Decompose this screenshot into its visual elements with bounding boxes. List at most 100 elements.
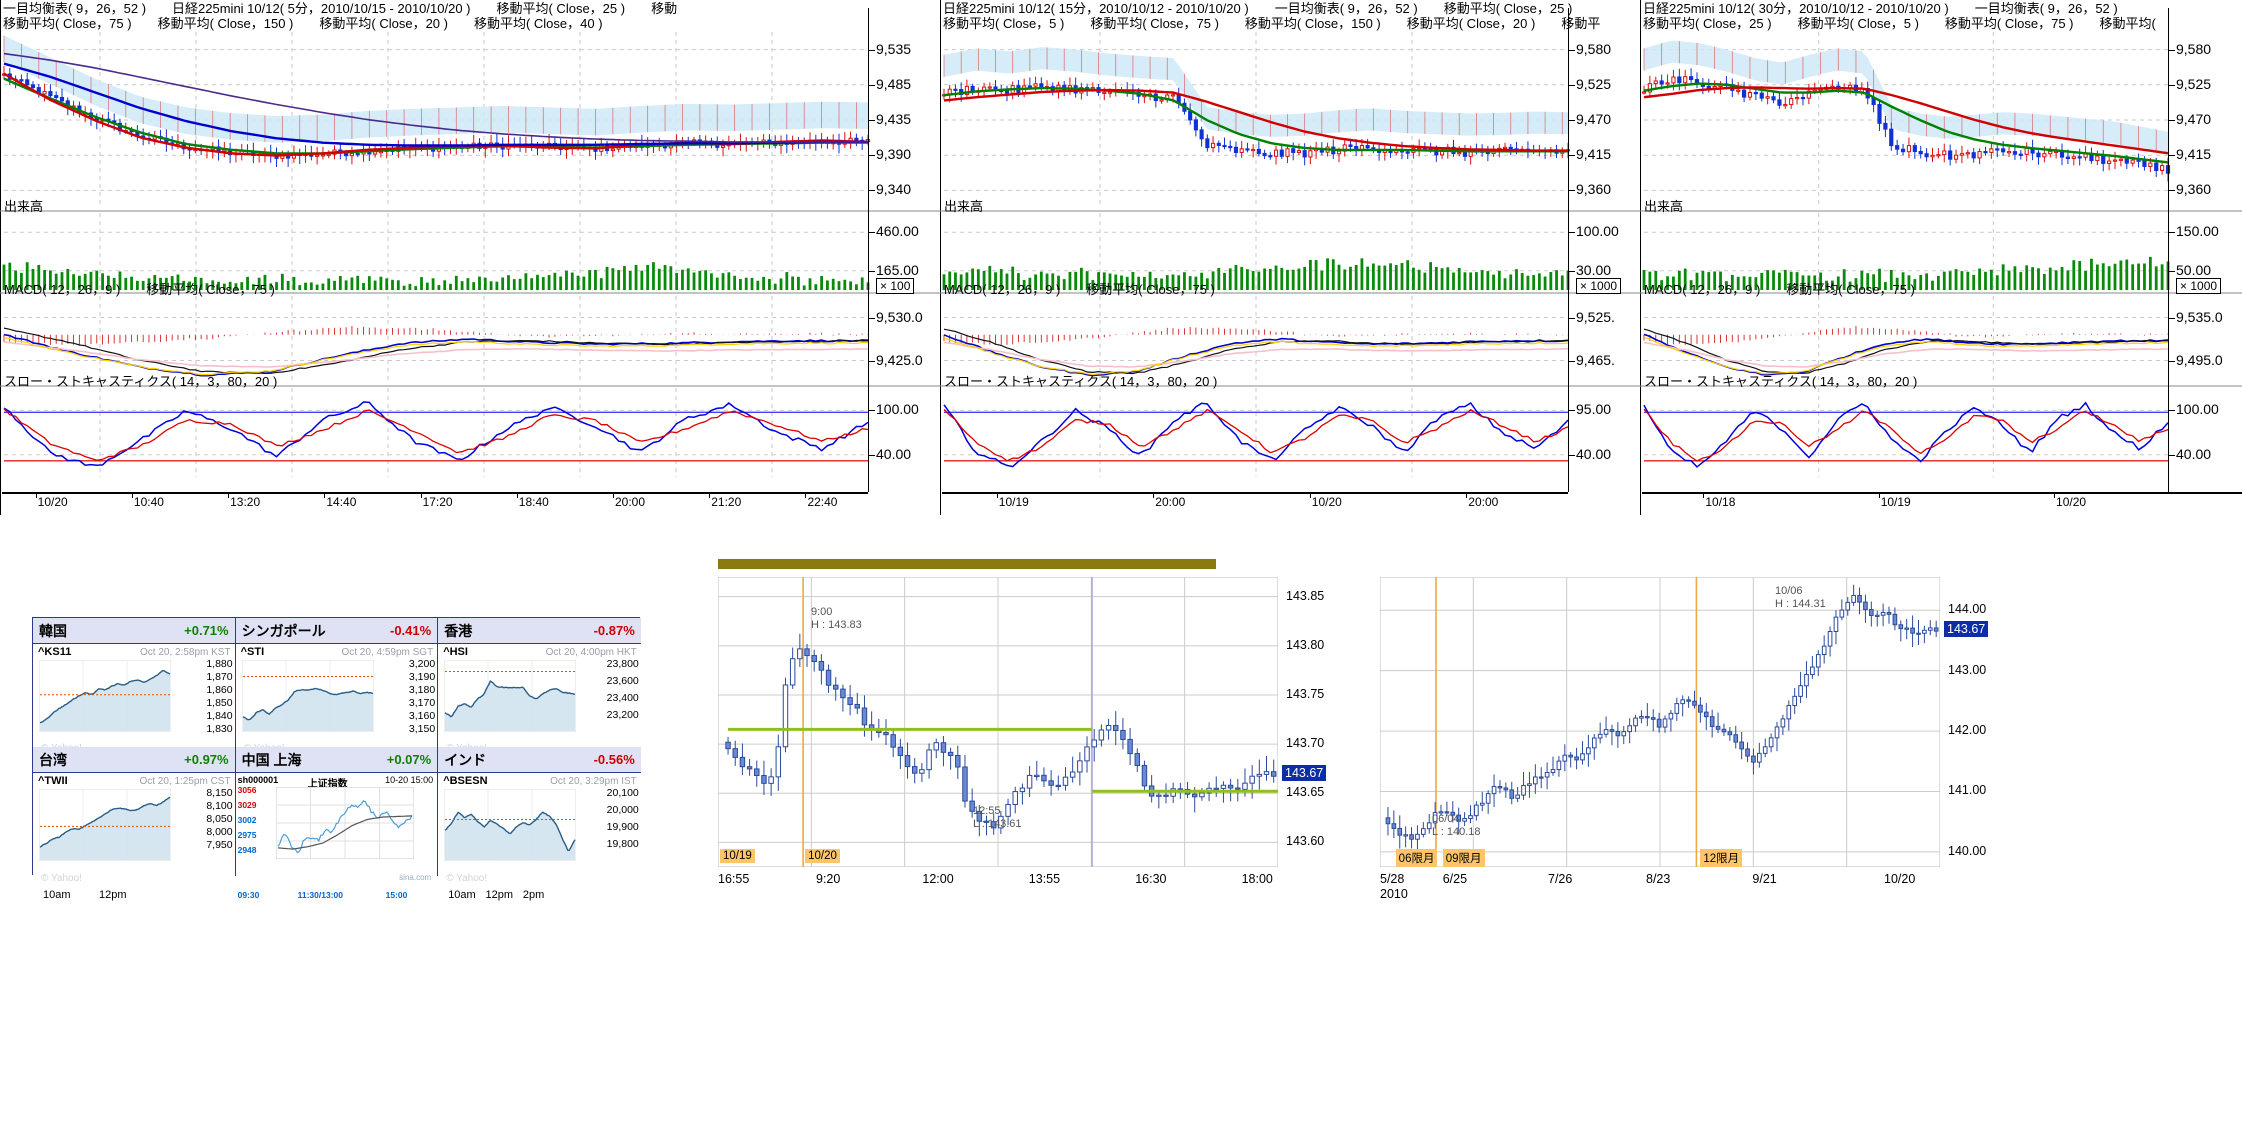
axis-tick — [2168, 270, 2175, 272]
fx-low-note: 12:55 L : 143.61 — [973, 805, 1022, 831]
fx-daily-chart[interactable]: 144.00 143.00 142.00 141.00 140.00 10/06 H : 1… — [1380, 565, 1989, 905]
x-tick — [420, 492, 422, 498]
sina-scale-label: 2948 — [237, 845, 257, 855]
index-title-bar: 香港 -0.87% — [438, 618, 641, 644]
index-cell[interactable]: 中国 上海 +0.07% sh000001 上证指数 10-20 15:00 sina.c… — [235, 747, 439, 902]
axis-tick — [1568, 120, 1575, 121]
axis-label: 165.00 — [876, 261, 919, 278]
axis-label: 9,360 — [1576, 181, 1612, 198]
index-change-pct: +0.97% — [184, 752, 229, 767]
axis-label: 9,525. — [1576, 308, 1615, 325]
index-cell[interactable]: 台湾 +0.97% ^TWII Oct 20, 1:25pm CST © Yahoo! 8… — [33, 747, 236, 902]
sina-scale-label: 3002 — [237, 815, 257, 825]
fx-y-label: 141.00 — [1948, 783, 1987, 798]
fx-x-label: 16:55 — [718, 872, 750, 886]
x-axis-label: 20:00 — [1468, 495, 1499, 509]
index-scale-label: 20,100 — [606, 787, 639, 799]
fx-daily-high-value: H : 144.31 — [1775, 598, 1826, 610]
x-axis-label: 18:40 — [518, 495, 549, 509]
x-axis-label: 14:40 — [326, 495, 357, 509]
index-symbol: ^HSI — [443, 646, 468, 658]
x-tick — [516, 492, 518, 498]
index-timestamp: Oct 20, 4:59pm SGT — [341, 647, 434, 658]
axis-label: 40.00 — [1576, 445, 1612, 462]
x-tick — [1466, 492, 1468, 498]
x-tick — [996, 492, 998, 498]
section-label: 出来高 — [944, 199, 984, 214]
fx-daily-low-note: 06/04 L : 140.18 — [1432, 813, 1481, 839]
axis-tick — [1568, 317, 1575, 319]
index-symbol: ^BSESN — [443, 775, 488, 787]
chart-panel-5min[interactable]: 一目均衡表( 9，26，52 ) 日経225mini 10/12( 5分，201… — [0, 0, 941, 515]
axis-tick — [1568, 190, 1575, 192]
fx-x-label: 12:00 — [922, 872, 954, 886]
index-scale-label: 19,800 — [606, 838, 639, 850]
fx-month-badge: 09限月 — [1442, 849, 1485, 867]
axis-tick — [2168, 190, 2175, 192]
fx-month-badge: 12限月 — [1700, 849, 1743, 867]
index-title-bar: インド -0.56% — [438, 747, 641, 773]
yahoo-watermark: © Yahoo! — [446, 873, 488, 884]
fx-y-label: 143.70 — [1286, 736, 1325, 751]
x-axis-label: 10/19 — [998, 495, 1029, 509]
x-tick — [1309, 492, 1311, 498]
sina-plot — [275, 787, 414, 859]
index-scale-label: 3,180 — [408, 684, 436, 696]
index-timestamp: Oct 20, 4:00pm HKT — [545, 647, 637, 658]
axis-label: 9,485 — [876, 75, 912, 92]
axis-tick — [1568, 454, 1575, 456]
sina-x-label: 11:30/13:00 — [297, 890, 343, 900]
x-tick — [324, 492, 326, 498]
fx-y-label: 143.80 — [1286, 637, 1325, 652]
axis-label: 9,535.0 — [2176, 308, 2223, 325]
axis-label: 100.00 — [2176, 401, 2219, 418]
axis-label: 9,530.0 — [876, 308, 923, 325]
axis-label: 40.00 — [876, 445, 912, 462]
axis-label: 9,470 — [1576, 111, 1612, 127]
index-symbol: ^TWII — [38, 775, 68, 787]
axis-label: 100.00 — [876, 401, 919, 418]
fx-high-time: 9:00 — [811, 606, 833, 618]
x-tick — [131, 492, 133, 498]
axis-label: 9,580 — [2176, 40, 2212, 57]
sina-x-label: 15:00 — [385, 890, 408, 900]
x-axis-label: 10/18 — [1705, 495, 1736, 509]
axis-tick — [1568, 49, 1575, 51]
x-axis-label: 22:40 — [807, 495, 838, 509]
index-chart-body: ^TWII Oct 20, 1:25pm CST © Yahoo! 8,150 8,10… — [33, 773, 235, 902]
x-tick — [709, 492, 711, 498]
index-title-bar: 韓国 +0.71% — [33, 618, 235, 644]
index-cell[interactable]: インド -0.56% ^BSESN Oct 20, 3:29pm IST © Yahoo… — [438, 747, 641, 902]
axis-label: 9,415 — [2176, 146, 2212, 163]
panel-header-line2: 移動平均( Close，75 ) 移動平均( Close，150 ) 移動平均(… — [3, 16, 603, 31]
axis-label: 40.00 — [2176, 445, 2212, 462]
index-scale-label: 20,000 — [606, 804, 639, 816]
index-plot — [444, 789, 577, 861]
axis-label: 9,525 — [2176, 75, 2212, 92]
fx-intraday-chart[interactable]: 143.85 143.80 143.75 143.70 143.65 143.60 9:00… — [718, 559, 1327, 905]
axis-tick — [868, 410, 875, 412]
fx-current-price: 143.67 — [1282, 764, 1327, 781]
index-timestamp: Oct 20, 3:29pm IST — [550, 776, 637, 787]
axis-tick — [1568, 84, 1575, 86]
index-scale-label: 8,150 — [206, 787, 233, 799]
index-name: 中国 上海 — [241, 751, 302, 768]
index-scale-label: 3,200 — [408, 658, 436, 670]
axis-tick — [868, 317, 875, 319]
index-name: 韓国 — [39, 622, 67, 639]
section-label: スロー・ストキャスティクス( 14，3，80，20 ) — [4, 374, 278, 389]
fx-daily-year-label: 2010 — [1380, 887, 1408, 901]
axis-label: 9,535 — [876, 40, 912, 57]
panel-header-line2: 移動平均( Close，25 ) 移動平均( Close，5 ) 移動平均( C… — [1643, 16, 2156, 31]
axis-tick — [868, 49, 875, 51]
axis-tick — [1568, 410, 1575, 412]
x-tick — [1153, 492, 1155, 498]
axis-label: 30.00 — [1576, 261, 1612, 278]
title-bar — [718, 559, 1216, 569]
index-scale-label: 23,600 — [606, 675, 639, 687]
right-axis-panel-5min — [868, 8, 869, 492]
fx-y-label: 144.00 — [1948, 602, 1987, 617]
